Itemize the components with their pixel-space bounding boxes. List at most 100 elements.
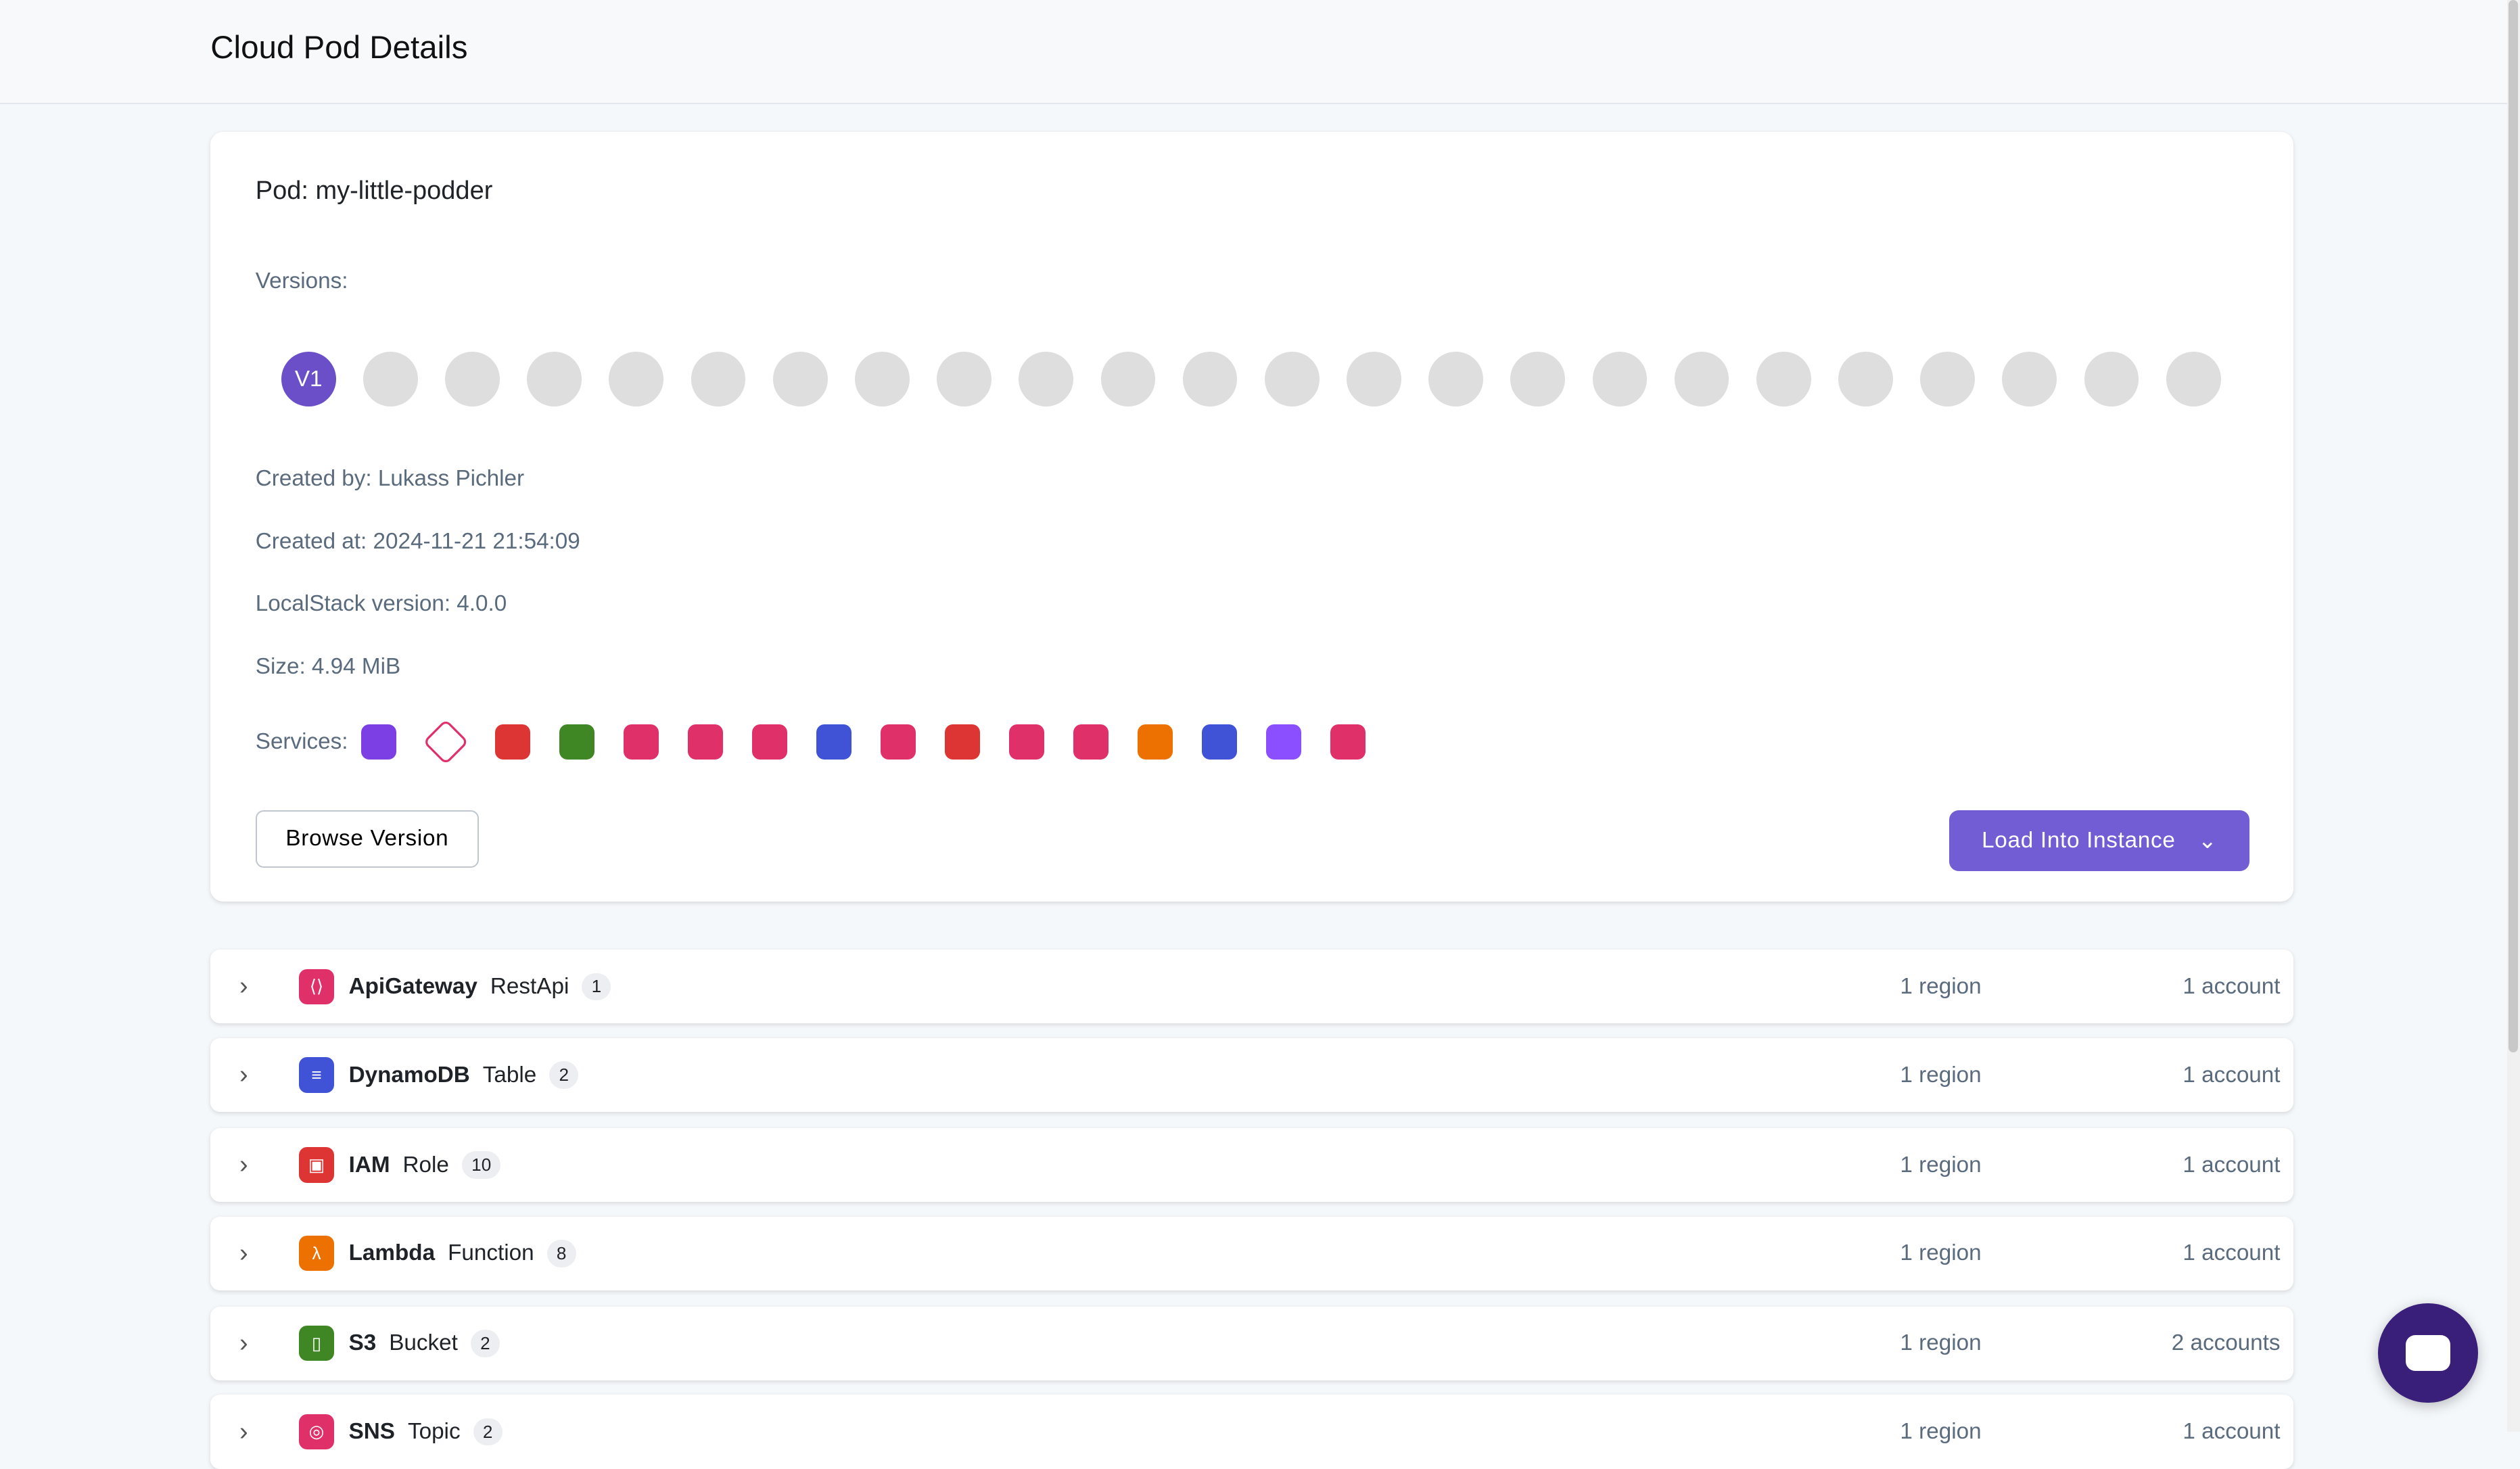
ses-icon[interactable] — [944, 724, 981, 760]
version-dot[interactable] — [609, 352, 664, 407]
version-dot[interactable] — [1347, 352, 1401, 407]
count-badge: 8 — [546, 1240, 576, 1267]
region-count: 1 region — [1900, 1240, 1982, 1266]
resource-type: Role — [402, 1152, 449, 1177]
scrollbar-thumb[interactable] — [2508, 0, 2519, 1053]
region-count: 1 region — [1900, 973, 1982, 999]
cloudfront-icon[interactable] — [360, 724, 396, 760]
resource-row-lambda[interactable]: › λ Lambda Function 8 1 region 1 account — [210, 1216, 2293, 1290]
count-badge: 1 — [582, 973, 611, 1001]
count-badge: 2 — [549, 1061, 579, 1089]
version-dot[interactable] — [445, 352, 500, 407]
chevron-right-icon[interactable]: › — [239, 1060, 248, 1090]
chat-widget-button[interactable] — [2378, 1303, 2478, 1403]
version-dot[interactable] — [2002, 352, 2057, 407]
resource-type: Topic — [407, 1419, 461, 1444]
version-timeline: V1 — [281, 352, 2221, 407]
created-at: Created at: 2024-11-21 21:54:09 — [255, 528, 580, 554]
apigateway-icon[interactable] — [1073, 724, 1109, 760]
version-dot[interactable] — [1264, 352, 1320, 407]
resource-type: Function — [448, 1240, 534, 1266]
account-count: 1 account — [2183, 1240, 2281, 1266]
account-count: 1 account — [2183, 1152, 2281, 1177]
service-name: IAM — [348, 1152, 390, 1177]
account-count: 2 accounts — [2171, 1330, 2281, 1356]
appsync-icon[interactable] — [751, 724, 787, 760]
load-into-instance-button[interactable]: Load Into Instance ⌄ — [1949, 810, 2250, 871]
count-badge: 2 — [470, 1330, 500, 1357]
sns-icon[interactable] — [1008, 724, 1045, 760]
version-dot[interactable] — [1510, 352, 1566, 407]
lambda-icon: λ — [298, 1236, 335, 1272]
version-dot[interactable] — [772, 352, 828, 407]
service-name: SNS — [348, 1419, 395, 1444]
count-badge: 10 — [461, 1151, 501, 1179]
region-count: 1 region — [1900, 1330, 1982, 1356]
chat-bubble-icon — [2405, 1335, 2451, 1371]
resource-row-dynamodb[interactable]: › ≡ DynamoDB Table 2 1 region 1 account — [210, 1037, 2293, 1113]
version-dot[interactable] — [854, 352, 910, 407]
iam-icon: ▣ — [298, 1147, 335, 1183]
chevron-right-icon[interactable]: › — [239, 1238, 248, 1267]
resource-row-apigateway[interactable]: › ⟨⟩ ApiGateway RestApi 1 1 region 1 accou… — [210, 950, 2293, 1024]
lambda-icon[interactable] — [1137, 724, 1173, 760]
resource-row-s3[interactable]: › ▯ S3 Bucket 2 1 region 2 accounts — [210, 1306, 2293, 1380]
account-count: 1 account — [2183, 1419, 2281, 1444]
service-name: S3 — [348, 1330, 377, 1356]
sns-icon: ◎ — [298, 1414, 335, 1450]
version-dot[interactable] — [1592, 352, 1648, 407]
version-dot[interactable] — [527, 352, 582, 407]
version-dot[interactable] — [937, 352, 991, 407]
tag-icon[interactable] — [422, 718, 469, 766]
chevron-right-icon[interactable]: › — [239, 1328, 248, 1357]
version-dot[interactable] — [1100, 352, 1156, 407]
chevron-right-icon[interactable]: › — [239, 1417, 248, 1446]
version-dot[interactable] — [1756, 352, 1811, 407]
resource-type: Bucket — [389, 1330, 458, 1356]
load-label: Load Into Instance — [1982, 827, 2176, 853]
service-name: DynamoDB — [348, 1062, 470, 1088]
eventbridge-icon[interactable] — [623, 724, 659, 760]
version-dot[interactable] — [691, 352, 746, 407]
version-dot[interactable] — [1838, 352, 1893, 407]
service-name: ApiGateway — [348, 973, 477, 999]
version-dot[interactable] — [1182, 352, 1238, 407]
dynamodb-streams-icon[interactable] — [1201, 724, 1238, 760]
version-dot[interactable] — [1674, 352, 1729, 407]
service-name: Lambda — [348, 1240, 436, 1266]
version-dot[interactable] — [2084, 352, 2139, 407]
scrollbar[interactable] — [2506, 0, 2520, 1432]
pod-size: Size: 4.94 MiB — [255, 654, 401, 680]
version-dot[interactable] — [1920, 352, 1975, 407]
apigateway-icon: ⟨⟩ — [298, 969, 335, 1004]
chevron-right-icon[interactable]: › — [239, 972, 248, 1001]
services-label: Services: — [255, 728, 348, 754]
s3-icon[interactable] — [559, 724, 594, 760]
version-dot[interactable] — [363, 352, 418, 407]
kinesis-icon[interactable] — [1265, 724, 1302, 760]
s3-icon: ▯ — [298, 1326, 335, 1361]
stepfunctions-icon[interactable] — [687, 724, 723, 760]
region-count: 1 region — [1900, 1062, 1982, 1088]
services-list: Services: — [255, 718, 1395, 766]
apigateway-v2-icon[interactable] — [1330, 724, 1366, 760]
resource-type: RestApi — [490, 973, 569, 999]
dynamodb-icon[interactable] — [816, 724, 851, 760]
version-dot[interactable] — [1428, 352, 1483, 407]
account-count: 1 account — [2183, 1062, 2281, 1088]
browse-version-button[interactable]: Browse Version — [255, 810, 480, 868]
resource-row-iam[interactable]: › ▣ IAM Role 10 1 region 1 account — [210, 1127, 2293, 1203]
iam-icon[interactable] — [494, 724, 530, 760]
resource-type: Table — [482, 1062, 537, 1088]
version-v1[interactable]: V1 — [281, 352, 336, 407]
version-dot[interactable] — [2166, 352, 2221, 407]
count-badge: 2 — [473, 1418, 503, 1446]
chevron-right-icon[interactable]: › — [239, 1150, 248, 1180]
resource-row-sns[interactable]: › ◎ SNS Topic 2 1 region 1 account — [210, 1395, 2293, 1469]
created-by: Created by: Lukass Pichler — [255, 466, 525, 492]
page-header: Cloud Pod Details — [0, 0, 2520, 105]
version-dot[interactable] — [1019, 352, 1074, 407]
dynamodb-icon: ≡ — [298, 1057, 335, 1093]
cloudwatch-logs-icon[interactable] — [880, 724, 916, 760]
versions-label: Versions: — [255, 268, 348, 294]
